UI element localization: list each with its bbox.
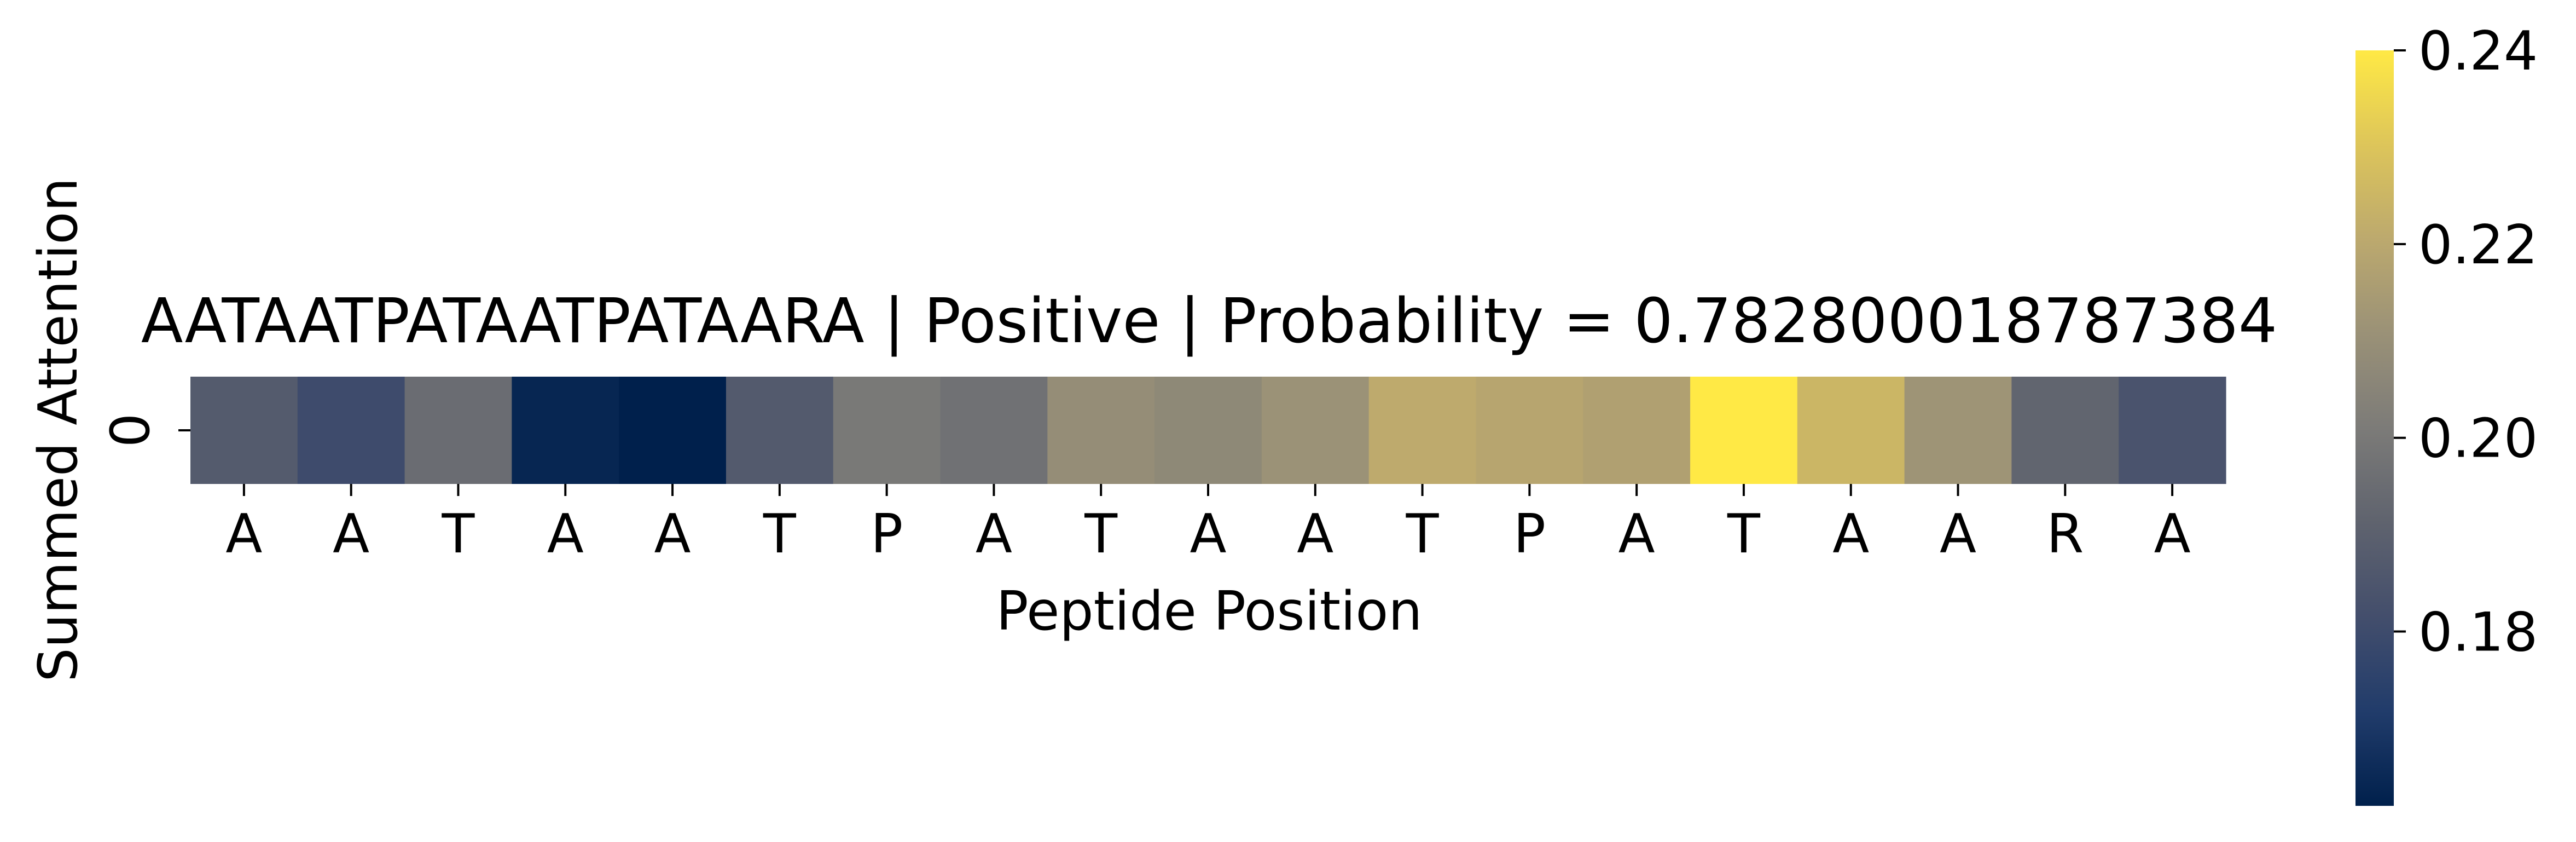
x-tick-label: T <box>442 503 475 566</box>
x-tick-label: A <box>1618 503 1655 566</box>
x-axis-label: Peptide Position <box>996 580 1423 643</box>
heatmap-cell <box>833 377 941 484</box>
heatmap-cell <box>512 377 619 484</box>
y-tick-label: 0 <box>100 413 162 447</box>
colorbar-tick-label: 0.24 <box>2418 20 2538 83</box>
heatmap-cell <box>404 377 512 484</box>
x-tick-label: T <box>1727 503 1761 566</box>
colorbar-tick-label: 0.20 <box>2418 408 2538 470</box>
x-tick-label: A <box>1190 503 1226 566</box>
x-tick-label: P <box>871 503 903 566</box>
colorbar-ticks: 0.18 0.20 0.22 0.24 <box>2394 20 2538 664</box>
x-tick-label: A <box>1297 503 1333 566</box>
x-tick-label: A <box>976 503 1012 566</box>
x-tick-label: A <box>225 503 262 566</box>
x-tick-label: A <box>2154 503 2191 566</box>
x-tick-label: P <box>1513 503 1546 566</box>
heatmap-cell <box>2119 377 2226 484</box>
heatmap-cell <box>1690 377 1798 484</box>
x-tick-label: T <box>763 503 797 566</box>
x-tick-label: A <box>1832 503 1869 566</box>
y-axis-label: Summed Attention <box>27 177 90 682</box>
heatmap-cell <box>619 377 727 484</box>
x-tick-label: A <box>333 503 369 566</box>
x-tick-label: A <box>1940 503 1976 566</box>
heatmap-cell <box>2011 377 2119 484</box>
heatmap-cell <box>940 377 1048 484</box>
colorbar <box>2355 50 2394 806</box>
heatmap-cell <box>1368 377 1477 484</box>
x-tick-label: T <box>1084 503 1118 566</box>
colorbar-tick-label: 0.22 <box>2418 214 2538 276</box>
heatmap-cell <box>1047 377 1155 484</box>
heatmap-cell <box>297 377 405 484</box>
x-tick-label: R <box>2046 503 2084 566</box>
x-tick-label: A <box>547 503 584 566</box>
colorbar-tick-label: 0.18 <box>2418 602 2538 664</box>
heatmap-cell <box>1154 377 1262 484</box>
y-axis-ticks: 0 <box>100 413 190 447</box>
heatmap-cell <box>1476 377 1583 484</box>
heatmap-cell <box>1797 377 1905 484</box>
heatmap-cell <box>1261 377 1370 484</box>
x-tick-label: T <box>1406 503 1440 566</box>
heatmap-cells <box>190 377 2226 484</box>
heatmap-cell <box>1583 377 1691 484</box>
heatmap-cell <box>726 377 834 484</box>
heatmap-cell <box>1904 377 2012 484</box>
heatmap-cell <box>190 377 298 484</box>
chart-title: AATAATPATAATPATAARA | Positive | Probabi… <box>141 286 2277 357</box>
x-tick-label: A <box>654 503 691 566</box>
